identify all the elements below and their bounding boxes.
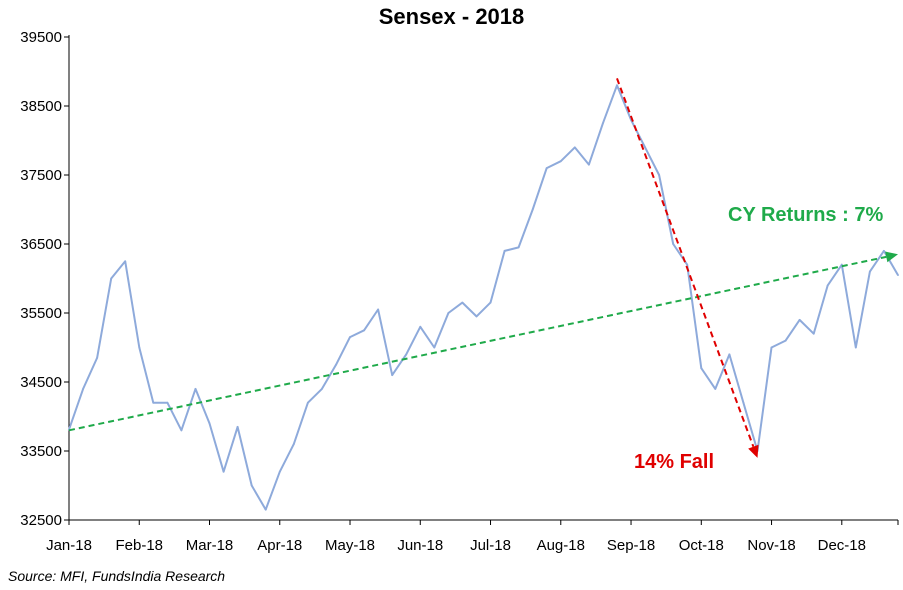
sensex-data-point [292,443,295,445]
sensex-data-point [602,122,604,125]
sensex-data-point [82,388,84,390]
sensex-data-point [138,346,141,349]
sensex-data-point [897,274,899,276]
sensex-data-point [672,243,675,245]
sensex-data-point [588,163,590,166]
sensex-data-point [573,146,576,149]
x-tick-label: Aug-18 [537,537,585,554]
sensex-data-point [152,401,155,404]
sensex-data-point [194,388,197,390]
sensex-data-point [700,367,703,370]
annotation-cy-returns: CY Returns : 7% [728,204,884,226]
x-tick-label: Apr-18 [257,537,302,554]
sensex-data-point [208,422,211,425]
sensex-data-point [391,374,394,376]
sensex-data-point [419,325,422,328]
sensex-data-point [363,329,365,332]
sensex-data-point [321,388,323,390]
sensex-data-point [405,353,408,356]
sensex-data-point [124,260,127,263]
x-axis-ticks: Jan-18 Feb-18 Mar-18 Apr-18 May-18 Jun-18 Jul-… [46,520,899,554]
source-note: Source: MFI, FundsIndia Research [8,568,226,584]
sensex-data-point [826,284,829,287]
sensex-data-point [166,401,169,404]
sensex-data-point [545,167,548,170]
sensex-data-point [840,263,843,266]
sensex-data-point [531,208,534,211]
sensex-data-point [461,301,464,304]
sensex-data-point [798,319,801,321]
y-tick-label: 33500 [20,443,62,460]
sensex-data-point [517,246,520,249]
y-tick-label: 37500 [20,167,62,184]
sensex-data-point [883,250,885,252]
series-layer [68,84,899,511]
sensex-data-point [349,336,351,338]
x-tick-label: Oct-18 [679,537,724,554]
sensex-data-point [307,401,309,404]
sensex-data-point [742,401,745,404]
fall-trend-line [616,78,755,447]
x-tick-label: Jun-18 [397,537,443,554]
sensex-data-point [728,353,731,356]
cy-returns-arrowhead [885,251,898,263]
sensex-data-point [236,426,239,428]
y-tick-label: 34500 [20,374,62,391]
sensex-data-point [644,146,646,149]
sensex-data-point [770,346,773,349]
sensex-data-point [559,160,562,163]
y-axis-ticks: 32500 33500 34500 35500 36500 37500 38500 39500 [20,29,69,529]
trend-layer [68,78,898,458]
x-tick-label: Sep-18 [607,537,655,554]
sensex-data-point [96,357,98,359]
sensex-data-point [489,301,492,304]
sensex-data-point [475,315,478,318]
sensex-data-point [658,174,660,176]
sensex-series-line [68,84,899,511]
x-tick-label: Nov-18 [747,537,795,554]
sensex-data-point [447,312,450,314]
x-tick-label: Dec-18 [818,537,866,554]
x-tick-label: Mar-18 [186,537,234,554]
x-tick-label: Feb-18 [115,537,163,554]
sensex-data-point [686,263,689,266]
sensex-data-point [433,346,436,349]
sensex-data-point [250,484,253,487]
sensex-data-point [503,250,506,252]
sensex-data-point [110,277,113,280]
x-tick-label: May-18 [325,537,375,554]
sensex-data-point [222,470,225,473]
x-tick-label: Jan-18 [46,537,92,554]
sensex-data-point [264,508,267,511]
sensex-data-point [278,470,281,473]
y-tick-label: 32500 [20,512,62,529]
sensex-data-point [854,346,857,349]
fall-arrowhead [748,444,759,458]
sensex-data-point [616,84,618,87]
x-tick-label: Jul-18 [470,537,511,554]
annotation-fall: 14% Fall [634,451,715,473]
y-tick-label: 36500 [20,236,62,253]
sensex-data-point [812,332,815,335]
sensex-data-point [714,388,717,390]
axes [68,35,898,521]
sensex-data-point [180,429,183,432]
y-tick-label: 35500 [20,305,62,322]
y-tick-label: 38500 [20,98,62,115]
chart-title: Sensex - 2018 [378,4,525,29]
y-tick-label: 39500 [20,29,62,46]
sensex-data-point [377,308,379,311]
sensex-data-point [869,270,871,273]
sensex-data-point [335,363,337,366]
sensex-data-point [784,339,787,342]
